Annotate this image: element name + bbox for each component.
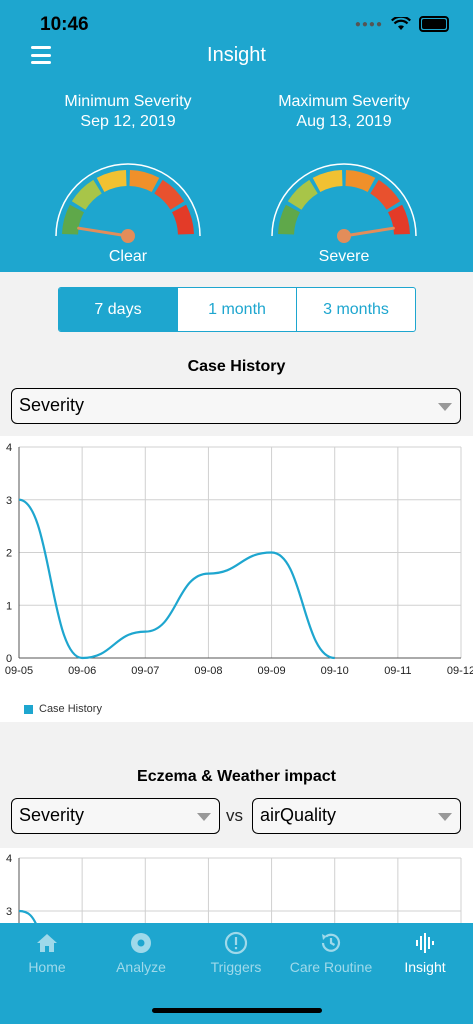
min-severity-date: Sep 12, 2019 bbox=[80, 113, 176, 130]
tab-analyze[interactable]: Analyze bbox=[94, 931, 188, 975]
triggers-icon bbox=[224, 931, 248, 955]
gauge-segment bbox=[153, 179, 185, 211]
gauge-needle bbox=[342, 226, 395, 238]
max-severity-date: Aug 13, 2019 bbox=[296, 113, 392, 130]
gauge-segment bbox=[387, 204, 410, 235]
battery-icon bbox=[419, 16, 449, 32]
weather-impact-chart: 43 bbox=[6, 853, 462, 923]
tab-analyze-label: Analyze bbox=[116, 959, 166, 975]
case-history-title: Case History bbox=[187, 358, 286, 375]
legend-label: Case History bbox=[39, 703, 102, 715]
gauge-segment bbox=[96, 170, 127, 193]
x-tick-label: 09-09 bbox=[258, 665, 286, 677]
x-tick-label: 09-12 bbox=[447, 665, 473, 677]
case-history-legend: Case History bbox=[24, 703, 102, 715]
range-tabs: 7 days 1 month 3 months bbox=[58, 287, 416, 332]
weather-metric-select-value: airQuality bbox=[260, 805, 337, 825]
severity-select-value: Severity bbox=[19, 805, 85, 825]
status-bar: 10:46 ●●●● bbox=[0, 0, 473, 44]
gauge-segment bbox=[287, 179, 319, 211]
x-tick-label: 09-10 bbox=[321, 665, 349, 677]
gauge-segment bbox=[171, 204, 194, 235]
case-history-line bbox=[18, 498, 335, 660]
min-severity-gauge: Minimum Severity Sep 12, 2019 Clear bbox=[38, 92, 218, 265]
insight-header: Insight Minimum Severity Sep 12, 2019 Cl… bbox=[0, 44, 473, 272]
weather-impact-line bbox=[18, 909, 37, 923]
legend-swatch bbox=[24, 704, 33, 714]
gauge-hub bbox=[121, 229, 135, 243]
weather-impact-title: Eczema & Weather impact bbox=[137, 768, 336, 785]
tab-3-months[interactable]: 3 months bbox=[323, 301, 389, 318]
insight-icon bbox=[416, 933, 434, 953]
x-tick-label: 09-06 bbox=[68, 665, 96, 677]
tab-triggers[interactable]: Triggers bbox=[189, 931, 283, 975]
max-severity-value: Severe bbox=[318, 248, 370, 265]
signal-icon: ●●●● bbox=[354, 18, 383, 30]
x-tick-label: 09-05 bbox=[5, 665, 33, 677]
gauge-outline bbox=[55, 163, 201, 237]
chevron-down-icon bbox=[438, 403, 452, 411]
gauge-segment bbox=[129, 170, 160, 193]
tab-care-routine[interactable]: Care Routine bbox=[284, 931, 378, 975]
y-tick-label: 4 bbox=[6, 442, 12, 454]
vs-label: vs bbox=[226, 806, 243, 825]
min-severity-dial bbox=[55, 163, 201, 243]
tab-7-days[interactable]: 7 days bbox=[59, 288, 178, 331]
wifi-icon bbox=[391, 17, 411, 30]
max-severity-gauge: Maximum Severity Aug 13, 2019 Severe bbox=[254, 92, 434, 265]
gauge-segment bbox=[369, 179, 401, 211]
status-time: 10:46 bbox=[40, 14, 89, 35]
tab-1-month[interactable]: 1 month bbox=[178, 288, 297, 331]
case-history-chart-area bbox=[0, 436, 473, 722]
case-history-select-value: Severity bbox=[19, 395, 85, 415]
gauge-segment bbox=[278, 204, 301, 235]
x-tick-label: 09-07 bbox=[131, 665, 159, 677]
gauge-segment bbox=[312, 170, 343, 193]
chevron-down-icon bbox=[438, 813, 452, 821]
bottom-tab-bar: Home Analyze Triggers Care Routine Insig… bbox=[0, 923, 473, 1024]
max-severity-dial bbox=[271, 163, 417, 243]
y-tick-label: 1 bbox=[6, 600, 12, 612]
y-tick-label: 3 bbox=[6, 495, 12, 507]
severity-select[interactable]: Severity bbox=[11, 798, 220, 834]
case-history-chart: 0 1 2 3 4 09-05 09-06 09-07 09-08 09-09 09-10 09-11… bbox=[5, 442, 473, 677]
tab-insight[interactable]: Insight bbox=[378, 931, 472, 975]
y-tick-label: 0 bbox=[6, 653, 12, 665]
tab-home[interactable]: Home bbox=[0, 931, 94, 975]
x-tick-label: 09-08 bbox=[194, 665, 222, 677]
status-icons: ●●●● bbox=[355, 16, 449, 32]
tab-home-label: Home bbox=[28, 959, 66, 975]
gauge-segment bbox=[62, 204, 85, 235]
home-icon bbox=[37, 934, 57, 952]
min-severity-value: Clear bbox=[108, 248, 148, 265]
gauge-segment bbox=[71, 179, 103, 211]
max-severity-label: Maximum Severity bbox=[278, 93, 410, 110]
x-tick-label: 09-11 bbox=[384, 665, 411, 677]
gauge-hub bbox=[337, 229, 351, 243]
tab-triggers-label: Triggers bbox=[210, 959, 262, 975]
care-routine-icon bbox=[321, 933, 341, 952]
page-title: Insight bbox=[207, 44, 266, 66]
gauge-needle bbox=[77, 226, 130, 238]
weather-metric-select[interactable]: airQuality bbox=[252, 798, 461, 834]
gauge-outline bbox=[271, 163, 417, 237]
analyze-icon bbox=[131, 933, 151, 953]
min-severity-label: Minimum Severity bbox=[64, 93, 192, 110]
home-indicator bbox=[152, 1008, 322, 1013]
chevron-down-icon bbox=[197, 813, 211, 821]
y-tick-label: 4 bbox=[6, 853, 12, 865]
gauge-segment bbox=[345, 170, 376, 193]
menu-icon[interactable] bbox=[31, 46, 51, 64]
case-history-select[interactable]: Severity bbox=[11, 388, 461, 424]
y-tick-label: 3 bbox=[6, 906, 12, 918]
tab-care-routine-label: Care Routine bbox=[289, 959, 373, 975]
y-tick-label: 2 bbox=[6, 548, 12, 560]
tab-insight-label: Insight bbox=[404, 959, 446, 975]
